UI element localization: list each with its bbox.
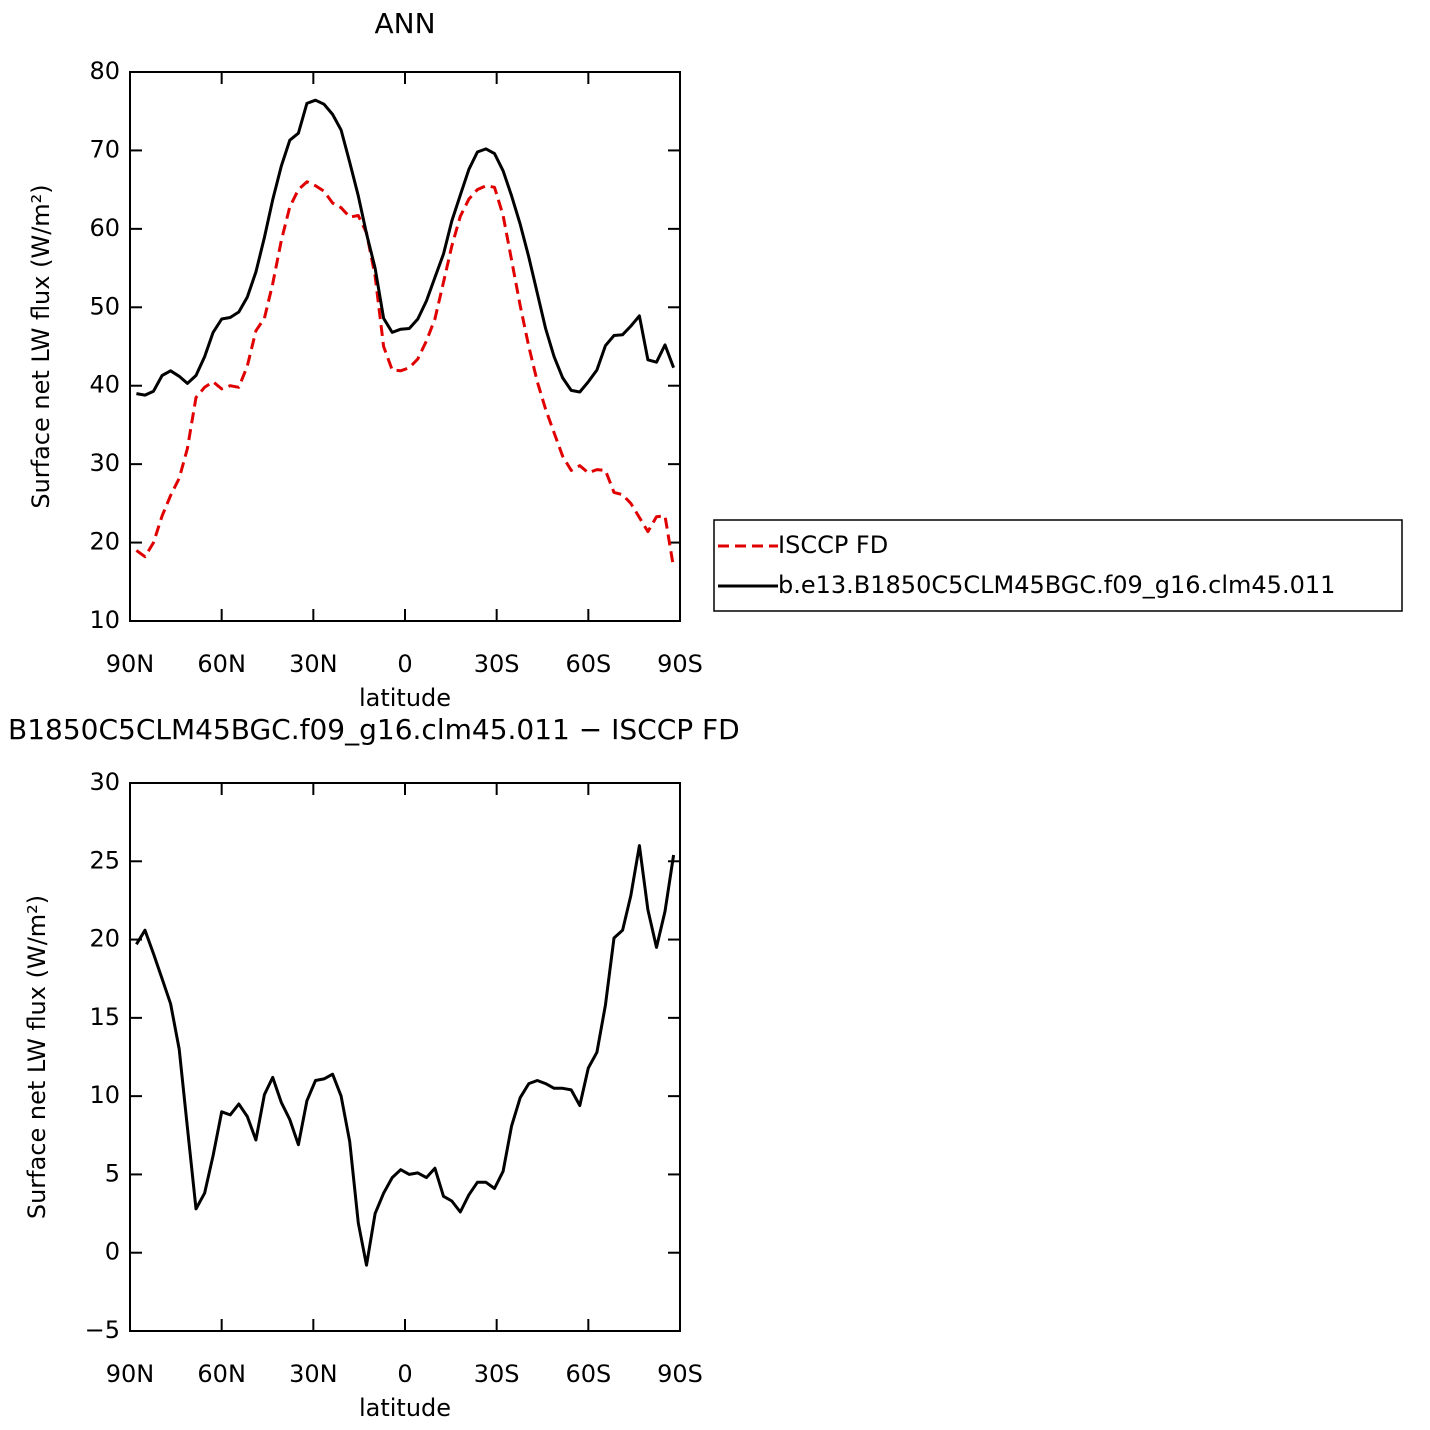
y-axis-label: Surface net LW flux (W/m²) bbox=[27, 184, 55, 508]
x-axis-label: latitude bbox=[359, 1394, 451, 1422]
x-tick-label: 90S bbox=[657, 1360, 703, 1388]
y-axis-label: Surface net LW flux (W/m²) bbox=[23, 895, 51, 1219]
y-tick-label: 5 bbox=[105, 1159, 120, 1187]
x-tick-label: 30N bbox=[289, 650, 338, 678]
x-axis-label: latitude bbox=[359, 684, 451, 712]
y-tick-label: 10 bbox=[89, 1081, 120, 1109]
y-tick-label: 30 bbox=[89, 449, 120, 477]
x-tick-label: 0 bbox=[397, 1360, 412, 1388]
legend-label: ISCCP FD bbox=[778, 531, 888, 559]
y-tick-label: 20 bbox=[89, 925, 120, 953]
x-tick-label: 90S bbox=[657, 650, 703, 678]
x-tick-label: 90N bbox=[106, 1360, 155, 1388]
y-tick-label: 80 bbox=[89, 57, 120, 85]
chart-title: B1850C5CLM45BGC.f09_g16.clm45.011 − ISCC… bbox=[8, 713, 740, 746]
data-line bbox=[135, 844, 676, 1267]
y-tick-label: 50 bbox=[89, 292, 120, 320]
x-tick-label: 60N bbox=[197, 1360, 246, 1388]
data-line bbox=[136, 98, 676, 397]
chart-title: ANN bbox=[374, 7, 435, 40]
y-tick-label: 0 bbox=[105, 1238, 120, 1266]
y-tick-label: 20 bbox=[89, 528, 120, 556]
y-tick-label: 60 bbox=[89, 214, 120, 242]
x-tick-label: 60N bbox=[197, 650, 246, 678]
y-tick-label: 15 bbox=[89, 1003, 120, 1031]
legend-label: b.e13.B1850C5CLM45BGC.f09_g16.clm45.011 bbox=[778, 571, 1335, 599]
x-tick-label: 30S bbox=[474, 1360, 520, 1388]
y-tick-label: 25 bbox=[89, 846, 120, 874]
plot-frame bbox=[129, 71, 681, 622]
x-tick-label: 30S bbox=[474, 650, 520, 678]
y-tick-label: 70 bbox=[89, 135, 120, 163]
x-tick-label: 30N bbox=[289, 1360, 338, 1388]
y-tick-label: 10 bbox=[89, 606, 120, 634]
plot-frame bbox=[129, 782, 681, 1332]
x-tick-label: 90N bbox=[106, 650, 155, 678]
legend-box bbox=[713, 519, 1403, 612]
y-tick-label: 40 bbox=[89, 371, 120, 399]
x-tick-label: 0 bbox=[397, 650, 412, 678]
x-tick-label: 60S bbox=[565, 650, 611, 678]
y-tick-label: −5 bbox=[85, 1316, 120, 1344]
y-tick-label: 30 bbox=[89, 768, 120, 796]
data-line bbox=[135, 180, 676, 568]
x-tick-label: 60S bbox=[565, 1360, 611, 1388]
